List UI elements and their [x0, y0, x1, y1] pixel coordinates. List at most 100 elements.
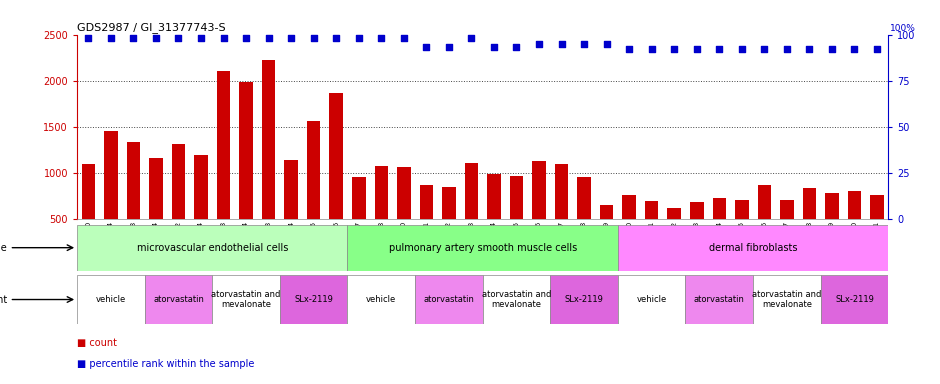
- Bar: [577, 177, 591, 219]
- Bar: [600, 205, 614, 219]
- Bar: [550, 275, 618, 324]
- Point: [126, 35, 141, 41]
- Point: [81, 35, 96, 41]
- Point: [171, 35, 186, 41]
- Bar: [285, 160, 298, 219]
- Bar: [667, 208, 681, 219]
- Bar: [329, 93, 343, 219]
- Bar: [348, 275, 415, 324]
- Bar: [172, 144, 185, 219]
- Text: SLx-2119: SLx-2119: [294, 295, 333, 304]
- Point: [621, 46, 636, 52]
- Bar: [240, 83, 253, 219]
- Text: pulmonary artery smooth muscle cells: pulmonary artery smooth muscle cells: [388, 243, 577, 253]
- Bar: [509, 177, 524, 219]
- Text: atorvastatin and
mevalonate: atorvastatin and mevalonate: [752, 290, 822, 309]
- Bar: [483, 275, 550, 324]
- Point: [802, 46, 817, 52]
- Point: [442, 45, 457, 51]
- Bar: [685, 275, 753, 324]
- Bar: [532, 161, 546, 219]
- Point: [419, 45, 434, 51]
- Bar: [618, 275, 685, 324]
- Point: [734, 46, 749, 52]
- Bar: [690, 202, 703, 219]
- Text: ■ count: ■ count: [77, 338, 118, 348]
- Point: [352, 35, 367, 41]
- Text: vehicle: vehicle: [96, 295, 126, 304]
- Point: [554, 41, 569, 47]
- Point: [239, 35, 254, 41]
- Point: [464, 35, 479, 41]
- Bar: [262, 60, 275, 219]
- Bar: [195, 155, 208, 219]
- Bar: [848, 191, 861, 219]
- Point: [757, 46, 772, 52]
- Text: atorvastatin: atorvastatin: [423, 295, 475, 304]
- Text: SLx-2119: SLx-2119: [565, 295, 603, 304]
- Bar: [145, 275, 212, 324]
- Bar: [127, 142, 140, 219]
- Text: GDS2987 / GI_31377743-S: GDS2987 / GI_31377743-S: [77, 22, 226, 33]
- Bar: [622, 195, 636, 219]
- Bar: [217, 71, 230, 219]
- Bar: [307, 121, 321, 219]
- Bar: [735, 200, 748, 219]
- Point: [284, 35, 299, 41]
- Text: vehicle: vehicle: [367, 295, 397, 304]
- Bar: [397, 167, 411, 219]
- Text: atorvastatin: atorvastatin: [153, 295, 204, 304]
- Point: [509, 45, 524, 51]
- Point: [306, 35, 321, 41]
- Bar: [555, 164, 569, 219]
- Point: [576, 41, 591, 47]
- Bar: [464, 163, 478, 219]
- Bar: [618, 225, 888, 271]
- Text: dermal fibroblasts: dermal fibroblasts: [709, 243, 797, 253]
- Point: [194, 35, 209, 41]
- Bar: [104, 131, 118, 219]
- Bar: [645, 201, 658, 219]
- Text: 100%: 100%: [890, 24, 916, 33]
- Bar: [280, 275, 348, 324]
- Bar: [82, 164, 95, 219]
- Text: vehicle: vehicle: [636, 295, 666, 304]
- Bar: [419, 185, 433, 219]
- Text: microvascular endothelial cells: microvascular endothelial cells: [136, 243, 288, 253]
- Point: [531, 41, 546, 47]
- Bar: [212, 275, 280, 324]
- Bar: [487, 174, 501, 219]
- Text: agent: agent: [0, 295, 8, 305]
- Bar: [753, 275, 821, 324]
- Point: [824, 46, 839, 52]
- Point: [779, 46, 794, 52]
- Bar: [77, 225, 348, 271]
- Bar: [825, 193, 838, 219]
- Text: atorvastatin and
mevalonate: atorvastatin and mevalonate: [482, 290, 551, 309]
- Point: [644, 46, 659, 52]
- Point: [847, 46, 862, 52]
- Text: cell line: cell line: [0, 243, 8, 253]
- Bar: [442, 187, 456, 219]
- Bar: [758, 185, 771, 219]
- Bar: [352, 177, 366, 219]
- Bar: [713, 198, 726, 219]
- Text: SLx-2119: SLx-2119: [835, 295, 874, 304]
- Bar: [149, 158, 163, 219]
- Point: [870, 46, 885, 52]
- Text: atorvastatin: atorvastatin: [694, 295, 744, 304]
- Point: [149, 35, 164, 41]
- Point: [486, 45, 501, 51]
- Point: [397, 35, 412, 41]
- Point: [689, 46, 704, 52]
- Text: atorvastatin and
mevalonate: atorvastatin and mevalonate: [212, 290, 281, 309]
- Point: [374, 35, 389, 41]
- Bar: [821, 275, 888, 324]
- Point: [599, 41, 614, 47]
- Bar: [870, 195, 884, 219]
- Point: [261, 35, 276, 41]
- Point: [329, 35, 344, 41]
- Bar: [77, 275, 145, 324]
- Point: [712, 46, 727, 52]
- Bar: [374, 166, 388, 219]
